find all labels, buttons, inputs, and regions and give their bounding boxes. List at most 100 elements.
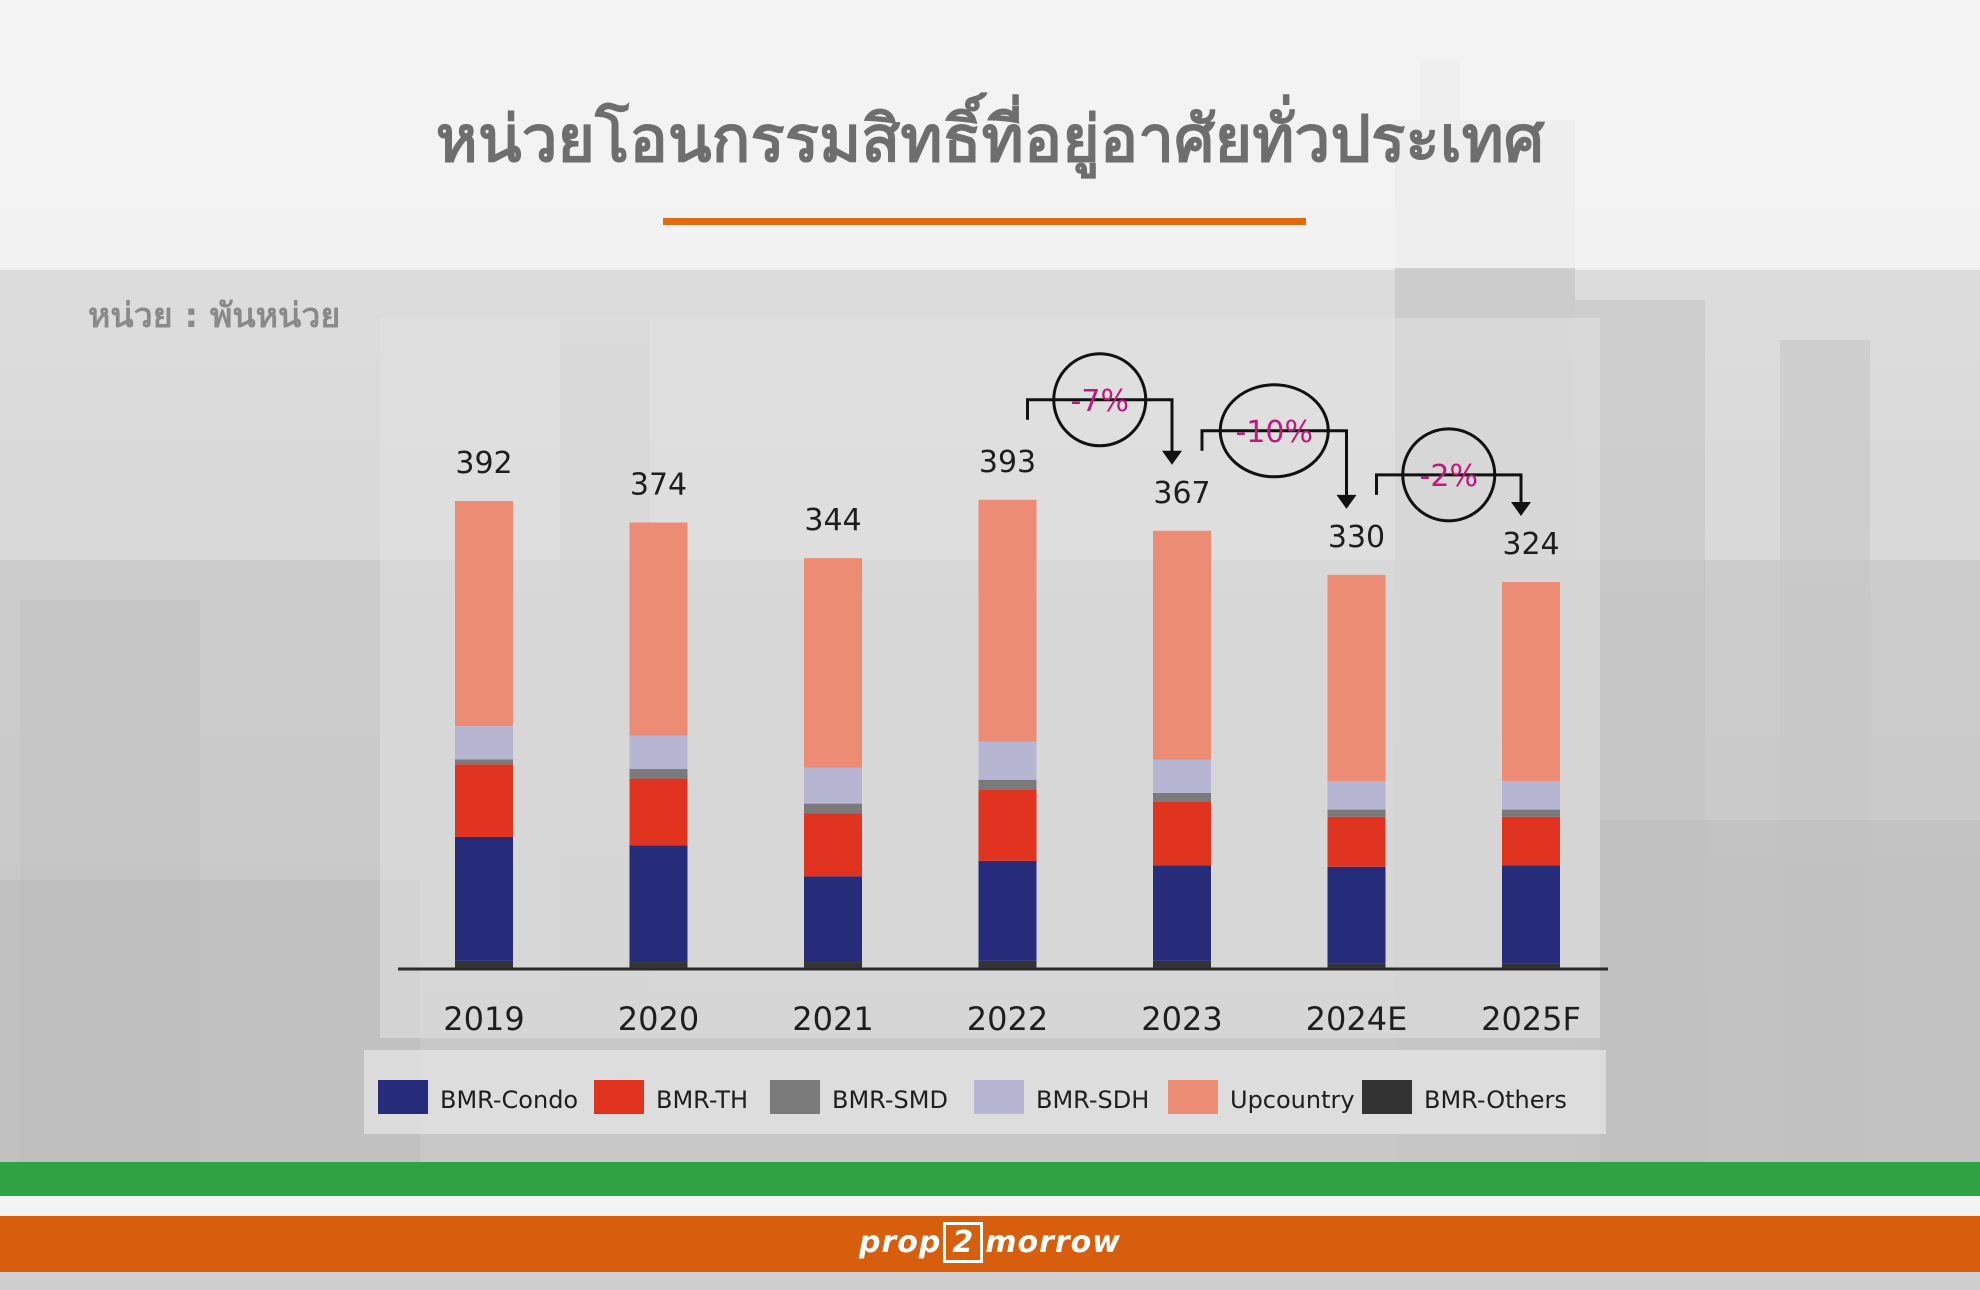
bar-segment-bmr-th-2025f <box>1502 816 1560 866</box>
annotation-label: -10% <box>1235 415 1313 450</box>
page-title: หน่วยโอนกรรมสิทธิ์ที่อยู่อาศัยทั่วประเทศ <box>435 103 1545 177</box>
annotation-label: -2% <box>1420 459 1478 494</box>
bar-segment-bmr-th-2020 <box>629 778 688 846</box>
x-tick-label-2022: 2022 <box>967 1000 1048 1038</box>
annotation-label: -7% <box>1071 384 1129 419</box>
bar-segment-upcountry-2021 <box>804 558 862 768</box>
change-annotation-2022-to-2023: -7% <box>1026 352 1182 465</box>
bar-segment-bmr-smd-2020 <box>629 769 688 779</box>
change-annotation-2023-to-2024e: -10% <box>1200 383 1357 509</box>
legend-item-bmr-condo: BMR-Condo <box>378 1080 578 1114</box>
bar-segment-bmr-sdh-2021 <box>804 767 862 804</box>
bar-segment-bmr-smd-2025f <box>1502 809 1560 817</box>
title-underline <box>663 218 1306 225</box>
bar-segment-upcountry-2025f <box>1502 582 1560 781</box>
legend-label: Upcountry <box>1230 1086 1355 1114</box>
bar-segment-upcountry-2023 <box>1153 530 1211 760</box>
bar-segment-bmr-smd-2023 <box>1153 792 1211 802</box>
unit-label: หน่วย : พันหน่วย <box>88 296 341 336</box>
legend-label: BMR-Others <box>1424 1086 1567 1114</box>
bar-segment-bmr-smd-2024e <box>1327 809 1386 817</box>
bar-segment-bmr-sdh-2025f <box>1502 780 1560 810</box>
bar-segment-bmr-th-2024e <box>1327 816 1386 867</box>
bar-segment-bmr-condo-2020 <box>629 845 688 963</box>
bar-segment-bmr-others-2025f <box>1502 963 1560 968</box>
annotation-connector <box>1200 429 1348 497</box>
legend-item-bmr-sdh: BMR-SDH <box>974 1080 1149 1114</box>
x-tick-label-2019: 2019 <box>443 1000 524 1038</box>
bar-segment-bmr-th-2022 <box>978 789 1037 861</box>
annotation-bubble <box>1401 427 1497 523</box>
legend-label: BMR-TH <box>656 1086 748 1114</box>
bar-segment-bmr-condo-2024e <box>1327 866 1386 964</box>
legend-item-bmr-others: BMR-Others <box>1362 1080 1567 1114</box>
bar-segment-bmr-sdh-2020 <box>629 735 688 770</box>
legend-swatch <box>1168 1080 1218 1114</box>
annotation-bubble <box>1218 383 1330 479</box>
legend-label: BMR-SMD <box>832 1086 948 1114</box>
bar-segment-bmr-smd-2019 <box>455 759 513 765</box>
bar-segment-bmr-sdh-2024e <box>1327 780 1386 810</box>
bar-segment-bmr-others-2023 <box>1153 960 1211 968</box>
x-tick-label-2024e: 2024E <box>1306 1000 1408 1038</box>
total-label-2020: 374 <box>630 467 687 502</box>
total-label-2019: 392 <box>455 446 512 481</box>
legend-label: BMR-Condo <box>440 1086 578 1114</box>
change-annotation-2024e-to-2025f: -2% <box>1375 427 1531 523</box>
x-tick-label-2025f: 2025F <box>1481 1000 1581 1038</box>
annotation-connector <box>1375 473 1523 505</box>
annotation-arrowhead <box>1511 502 1531 517</box>
bar-segment-bmr-others-2021 <box>804 962 862 968</box>
legend-swatch <box>378 1080 428 1114</box>
legend-swatch <box>1362 1080 1412 1114</box>
legend-item-upcountry: Upcountry <box>1168 1080 1355 1114</box>
bar-segment-bmr-condo-2019 <box>455 836 513 961</box>
bar-segment-bmr-others-2020 <box>629 962 688 968</box>
stacked-bar-chart: 392 2019 374 2020 344 2021 393 2022 367 2023 330 20… <box>378 352 1608 1114</box>
bar-segment-bmr-condo-2025f <box>1502 865 1560 964</box>
annotation-arrowhead <box>1336 494 1357 509</box>
bar-segment-bmr-sdh-2022 <box>978 741 1037 780</box>
legend-swatch <box>974 1080 1024 1114</box>
x-tick-label-2020: 2020 <box>618 1000 699 1038</box>
logo-text-after: morrow <box>985 1225 1122 1260</box>
annotation-arrowhead <box>1162 450 1182 465</box>
orange-footer-band <box>0 1216 1980 1272</box>
annotation-bubble <box>1052 352 1148 448</box>
x-tick-label-2023: 2023 <box>1141 1000 1222 1038</box>
legend-item-bmr-smd: BMR-SMD <box>770 1080 948 1114</box>
bar-segment-upcountry-2019 <box>455 501 513 727</box>
bar-segment-bmr-smd-2022 <box>978 779 1037 790</box>
logo-text-before: prop <box>858 1225 942 1260</box>
logo-text-boxed: 2 <box>943 1222 984 1263</box>
bar-segment-bmr-others-2024e <box>1327 963 1386 968</box>
bar-segment-upcountry-2022 <box>978 499 1037 742</box>
total-label-2023: 367 <box>1153 476 1210 511</box>
x-tick-label-2021: 2021 <box>792 1000 873 1038</box>
bar-segment-bmr-others-2019 <box>455 960 513 968</box>
prop2morrow-logo: prop 2 morrow <box>0 1222 1980 1263</box>
total-label-2024e: 330 <box>1328 520 1385 555</box>
green-footer-band <box>0 1162 1980 1196</box>
annotation-connector <box>1026 398 1174 453</box>
bar-segment-bmr-sdh-2019 <box>455 726 513 760</box>
legend-swatch <box>594 1080 644 1114</box>
bar-segment-bmr-condo-2023 <box>1153 865 1211 961</box>
footer-gap <box>0 1196 1980 1216</box>
legend-item-bmr-th: BMR-TH <box>594 1080 748 1114</box>
total-label-2025f: 324 <box>1502 527 1559 562</box>
bar-segment-bmr-th-2023 <box>1153 801 1211 866</box>
bar-segment-bmr-th-2021 <box>804 813 862 877</box>
bar-segment-bmr-others-2022 <box>978 960 1037 968</box>
bar-segment-upcountry-2020 <box>629 522 688 736</box>
bar-segment-bmr-th-2019 <box>455 764 513 837</box>
total-label-2021: 344 <box>804 503 861 538</box>
legend-label: BMR-SDH <box>1036 1086 1149 1114</box>
legend-swatch <box>770 1080 820 1114</box>
bar-segment-upcountry-2024e <box>1327 574 1386 781</box>
bar-segment-bmr-condo-2022 <box>978 860 1037 961</box>
total-label-2022: 393 <box>979 445 1036 480</box>
bar-segment-bmr-smd-2021 <box>804 803 862 814</box>
bar-segment-bmr-condo-2021 <box>804 876 862 963</box>
bar-segment-bmr-sdh-2023 <box>1153 759 1211 793</box>
